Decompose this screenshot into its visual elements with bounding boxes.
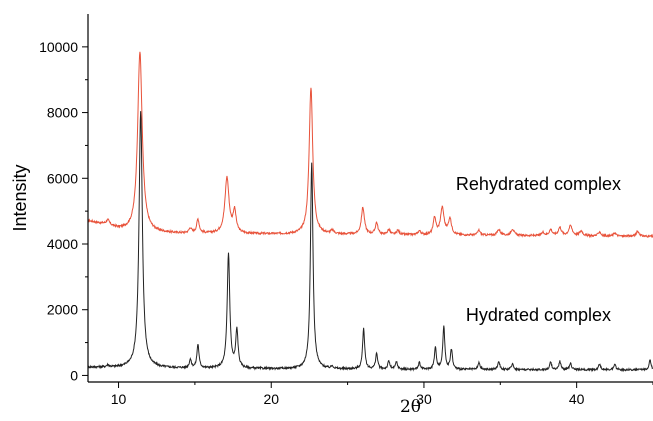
labels: 2θ Intensity Rehydrated complex Hydrated… <box>10 164 621 417</box>
y-tick-label: 4000 <box>47 236 78 252</box>
x-tick-label: 20 <box>263 391 279 407</box>
annotation-rehydrated: Rehydrated complex <box>456 174 621 194</box>
x-axis-label: 2θ <box>400 397 421 417</box>
annotation-hydrated: Hydrated complex <box>466 305 611 325</box>
y-axis-label: Intensity <box>10 164 30 231</box>
x-tick-label: 10 <box>111 391 127 407</box>
y-tick-label: 8000 <box>47 105 78 121</box>
plot-area <box>87 51 653 373</box>
y-tick-label: 0 <box>70 367 78 383</box>
x-tick-label: 30 <box>416 391 432 407</box>
axes: 0 2000 4000 6000 8000 10000 10 20 30 40 <box>39 14 653 407</box>
y-tick-label: 6000 <box>47 170 78 186</box>
x-tick-label: 40 <box>569 391 585 407</box>
y-tick-label: 10000 <box>39 39 78 55</box>
series-line-0 <box>87 51 653 239</box>
y-tick-label: 2000 <box>47 302 78 318</box>
series-line-1 <box>87 111 653 373</box>
